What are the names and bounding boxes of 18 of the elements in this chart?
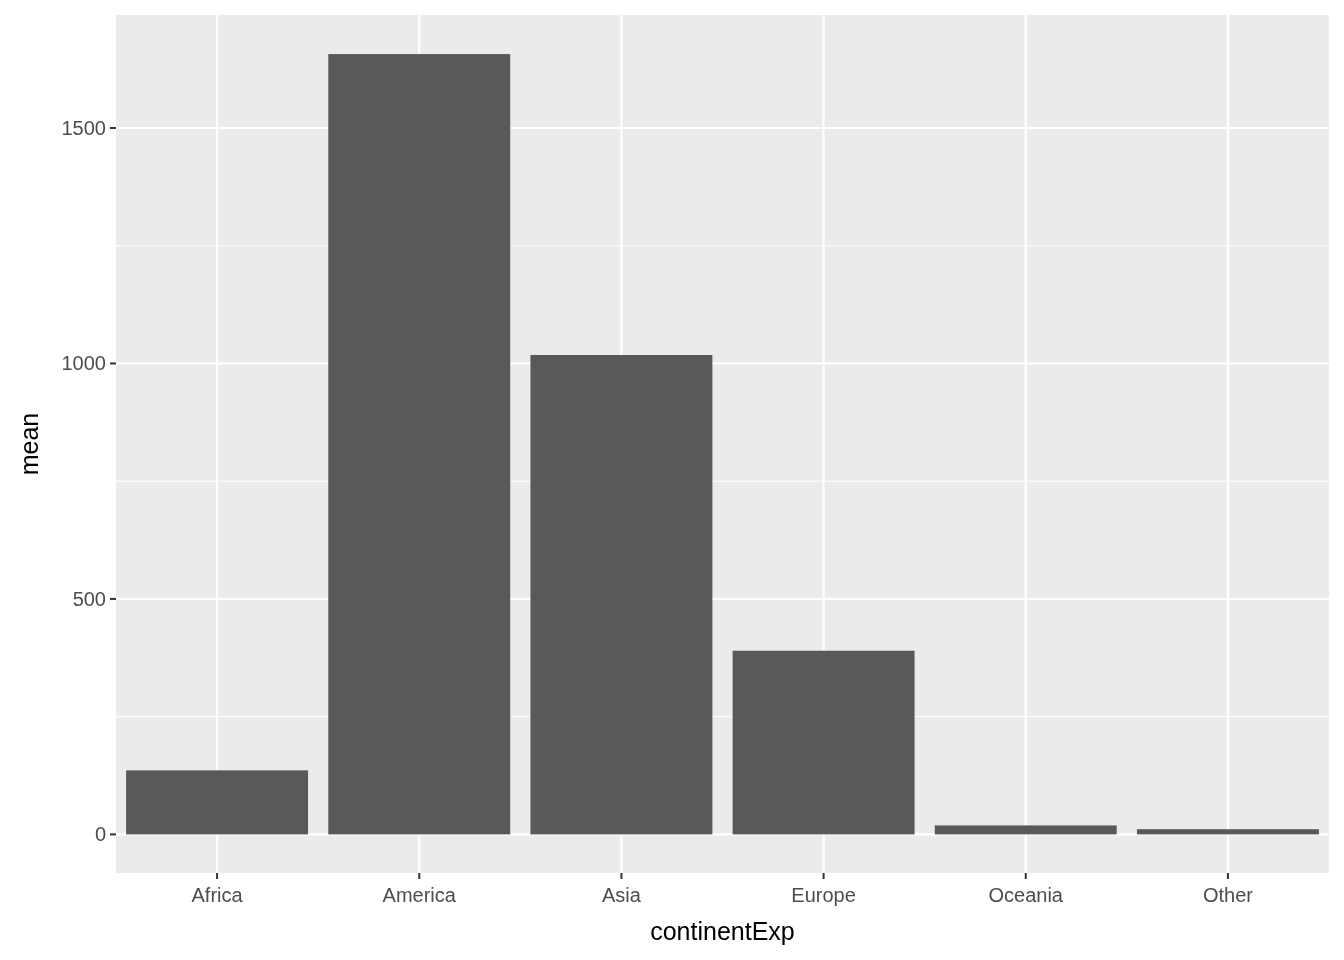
y-tick-label: 0 — [94, 823, 106, 846]
bar — [126, 770, 309, 835]
bar — [1136, 829, 1319, 835]
bar — [934, 825, 1117, 835]
y-tick-label: 1000 — [61, 352, 106, 375]
x-tick-label: Europe — [791, 884, 856, 906]
y-axis-title: mean — [15, 412, 43, 476]
x-tick-label: Other — [1202, 884, 1254, 906]
y-tick-label: 1500 — [61, 117, 106, 140]
x-axis-title: continentExp — [650, 917, 795, 945]
bar — [328, 54, 511, 835]
bar — [530, 355, 713, 835]
x-tick-label: Africa — [191, 884, 244, 906]
bar — [732, 650, 915, 835]
x-tick-label: Asia — [601, 884, 642, 906]
x-tick-label: Oceania — [988, 884, 1064, 906]
y-tick-label: 500 — [72, 587, 106, 610]
x-tick-label: America — [382, 884, 457, 906]
